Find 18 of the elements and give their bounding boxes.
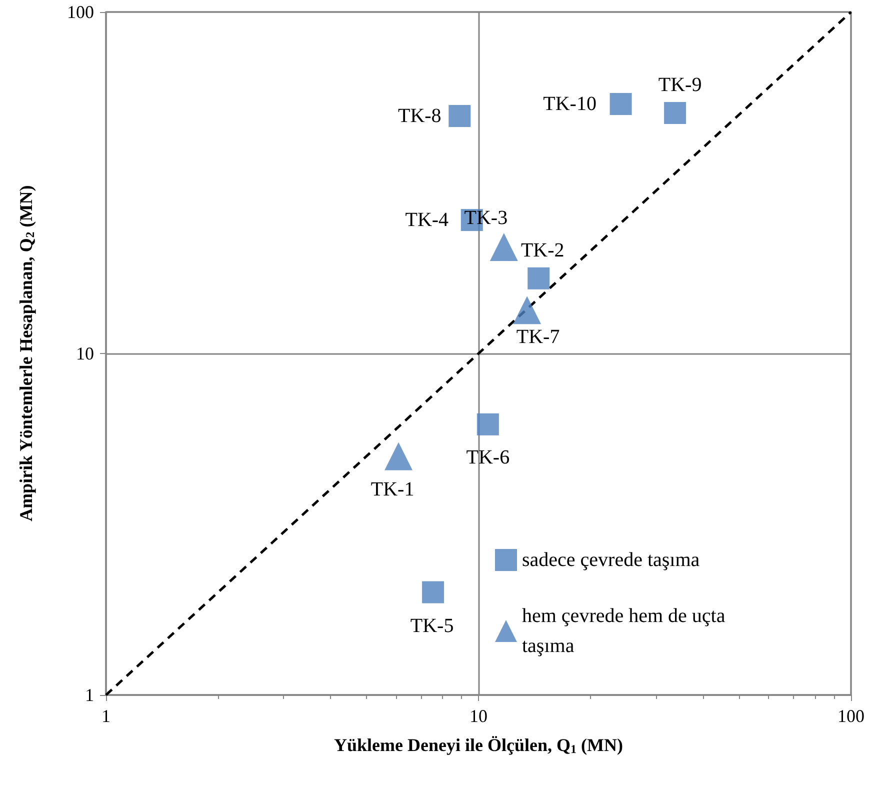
legend-label: sadece çevrede taşıma	[522, 549, 700, 571]
annotation: TK-2	[520, 239, 564, 262]
annotation: TK-4	[405, 208, 449, 231]
y-tick-label: 100	[67, 2, 94, 22]
x-tick-label: 10	[470, 706, 488, 726]
annotation: TK-5	[410, 615, 454, 638]
annotation: TK-7	[516, 326, 560, 348]
annotation: TK-10	[543, 92, 596, 115]
x-tick-label: 100	[838, 706, 864, 726]
annotation: TK-6	[466, 446, 510, 468]
annotation: TK-1	[370, 478, 414, 500]
y-axis-title: Ampirik Yöntemlerle Hesaplanan, Q2 (MN)	[16, 185, 37, 522]
y-tick-label: 10	[76, 344, 94, 364]
x-tick-label: 1	[102, 706, 110, 726]
y-tick-label: 1	[85, 685, 94, 705]
annotation: TK-9	[658, 74, 702, 96]
legend-label: hem çevrede hem de uçta taşıma	[522, 605, 730, 657]
annotation: TK-8	[398, 104, 442, 127]
